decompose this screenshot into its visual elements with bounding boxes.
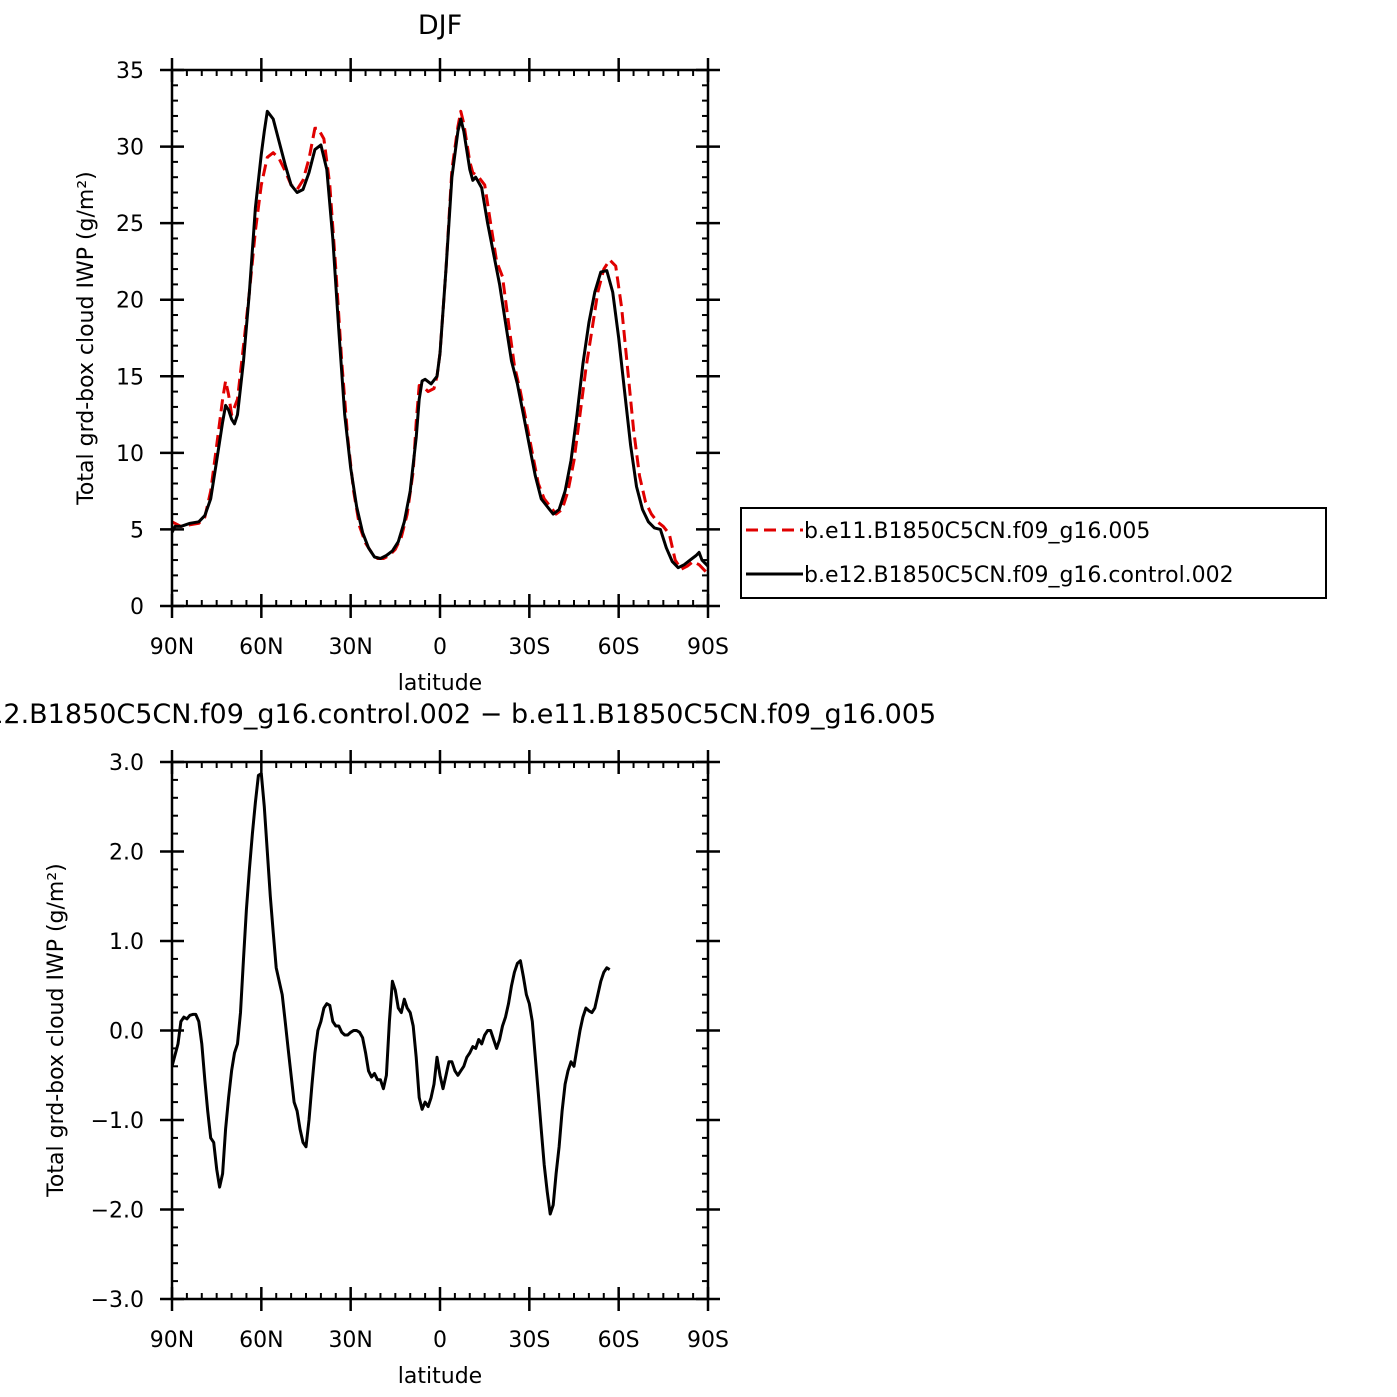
x-tick-label: 30N bbox=[328, 1328, 372, 1353]
x-tick-label: 90N bbox=[150, 1328, 194, 1353]
y-axis-label: Total grd-box cloud IWP (g/m²) bbox=[44, 863, 69, 1198]
x-tick-label: 60S bbox=[598, 635, 640, 660]
x-tick-label: 0 bbox=[433, 635, 447, 660]
x-tick-label: 60N bbox=[239, 635, 283, 660]
y-tick-label: 20 bbox=[116, 289, 144, 314]
legend-box bbox=[740, 507, 1327, 599]
y-tick-label: 1.0 bbox=[109, 930, 144, 955]
series-line-black bbox=[172, 109, 708, 570]
y-tick-label: −3.0 bbox=[91, 1288, 144, 1313]
y-tick-label: 35 bbox=[116, 59, 144, 84]
x-axis-label: latitude bbox=[398, 671, 482, 696]
x-tick-label: 90N bbox=[150, 635, 194, 660]
x-tick-label: 0 bbox=[433, 1328, 447, 1353]
plot-frame bbox=[170, 760, 710, 1301]
y-tick-label: 5 bbox=[130, 518, 144, 543]
legend: b.e11.B1850C5CN.f09_g16.005 b.e12.B1850C5… bbox=[740, 507, 1327, 599]
chart-title: b.e12.B1850C5CN.f09_g16.control.002 − b.… bbox=[0, 699, 936, 730]
difference-line bbox=[172, 772, 611, 1216]
y-tick-label: 0.0 bbox=[109, 1020, 144, 1045]
x-tick-label: 90S bbox=[687, 635, 729, 660]
y-tick-label: 25 bbox=[116, 212, 144, 237]
legend-label: b.e11.B1850C5CN.f09_g16.005 bbox=[804, 519, 1150, 544]
chart-title: DJF bbox=[418, 10, 462, 41]
y-tick-label: 0 bbox=[130, 595, 144, 620]
legend-label: b.e12.B1850C5CN.f09_g16.control.002 bbox=[804, 563, 1234, 588]
x-tick-label: 30S bbox=[508, 635, 550, 660]
top-chart: DJF latitude Total grd-box cloud IWP (g/m²… bbox=[74, 10, 729, 696]
y-tick-label: 30 bbox=[116, 136, 144, 161]
y-tick-label: −2.0 bbox=[91, 1199, 144, 1224]
x-tick-label: 90S bbox=[687, 1328, 729, 1353]
x-axis-label: latitude bbox=[398, 1364, 482, 1389]
plot-frame bbox=[170, 68, 710, 608]
y-tick-label: 10 bbox=[116, 442, 144, 467]
x-tick-label: 30S bbox=[508, 1328, 550, 1353]
y-tick-label: −1.0 bbox=[91, 1109, 144, 1134]
y-tick-label: 3.0 bbox=[109, 751, 144, 776]
x-tick-label: 60S bbox=[598, 1328, 640, 1353]
bottom-chart: b.e12.B1850C5CN.f09_g16.control.002 − b.… bbox=[0, 699, 936, 1389]
y-tick-label: 2.0 bbox=[109, 841, 144, 866]
y-tick-label: 15 bbox=[116, 365, 144, 390]
x-tick-label: 30N bbox=[328, 635, 372, 660]
y-axis-label: Total grd-box cloud IWP (g/m²) bbox=[74, 171, 99, 506]
x-tick-label: 60N bbox=[239, 1328, 283, 1353]
